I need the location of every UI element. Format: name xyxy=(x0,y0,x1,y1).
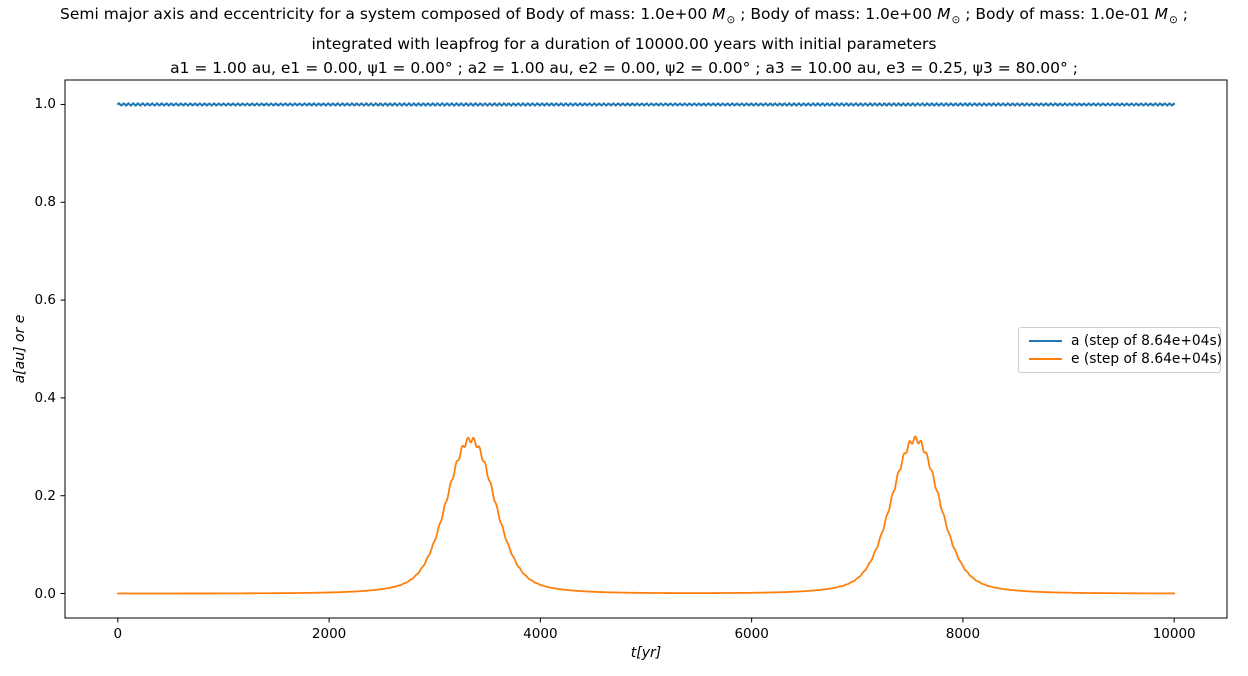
title-line-1-suffix: ; xyxy=(1177,5,1188,23)
y-tick-label: 0.6 xyxy=(34,292,56,309)
legend-line-sample-a xyxy=(1029,339,1062,342)
odot-icon: ⊙ xyxy=(951,14,961,27)
legend-entry-a: a (step of 8.64e+04s) xyxy=(1029,333,1222,349)
y-tick-label: 0.8 xyxy=(34,194,56,211)
plot-frame xyxy=(64,79,1228,619)
solar-mass-symbol: M⊙ xyxy=(937,5,961,27)
odot-icon: ⊙ xyxy=(1168,14,1178,27)
x-tick-label: 10000 xyxy=(1152,626,1196,642)
title-line-3: a1 = 1.00 au, e1 = 0.00, ψ1 = 0.00° ; a2… xyxy=(170,58,1078,77)
title-line-1: Semi major axis and eccentricity for a s… xyxy=(0,3,1248,33)
legend-label-a: a (step of 8.64e+04s) xyxy=(1071,332,1223,349)
legend-label-e: e (step of 8.64e+04s) xyxy=(1071,351,1223,368)
solar-mass-symbol: M⊙ xyxy=(1154,5,1178,27)
solar-mass-symbol: M⊙ xyxy=(712,5,736,27)
series-e-line xyxy=(116,435,1176,595)
legend-entry-e: e (step of 8.64e+04s) xyxy=(1029,351,1222,367)
x-tick-label: 2000 xyxy=(311,626,347,642)
title-line-1-mid1: ; Body of mass: 1.0e+00 xyxy=(735,5,938,23)
y-tick-label: 0.0 xyxy=(34,585,56,602)
x-tick-label: 0 xyxy=(113,626,123,642)
y-axis-label: a[au] or e xyxy=(12,314,28,384)
x-axis-label: t[yr] xyxy=(630,645,662,661)
legend: a (step of 8.64e+04s) e (step of 8.64e+0… xyxy=(1018,327,1222,373)
y-tick-label: 1.0 xyxy=(34,96,56,113)
x-tick-label: 8000 xyxy=(945,626,981,642)
y-tick-label: 0.4 xyxy=(34,389,56,406)
title-line-1-mid2: ; Body of mass: 1.0e-01 xyxy=(960,5,1155,23)
series-a-line xyxy=(116,102,1176,107)
title-line-2: integrated with leapfrog for a duration … xyxy=(311,34,937,53)
title-line-1-prefix: Semi major axis and eccentricity for a s… xyxy=(60,5,713,23)
legend-line-sample-e xyxy=(1029,358,1062,361)
x-tick-label: 4000 xyxy=(523,626,558,642)
y-tick-label: 0.2 xyxy=(34,487,56,504)
chart-title: Semi major axis and eccentricity for a s… xyxy=(0,3,1248,80)
x-tick-label: 6000 xyxy=(734,626,769,642)
odot-icon: ⊙ xyxy=(726,14,736,27)
